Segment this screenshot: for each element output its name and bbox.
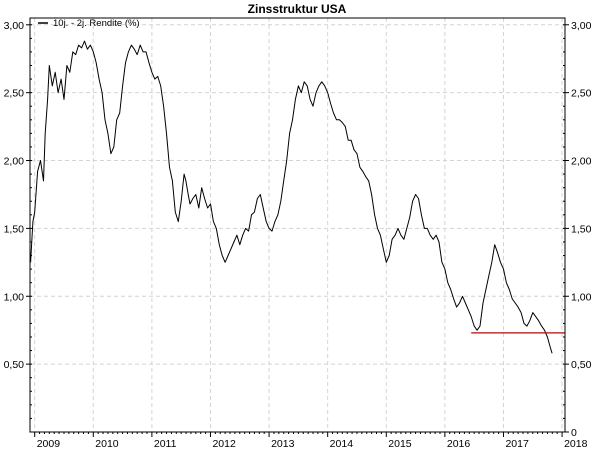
x-tick-label: 2010 [95, 438, 119, 450]
y-tick-label-right: 0 [571, 427, 577, 439]
x-tick-label: 2016 [447, 438, 471, 450]
x-tick-label: 2014 [330, 438, 354, 450]
y-tick-label-left: 0,50 [4, 359, 25, 371]
x-tick-label: 2011 [154, 438, 177, 450]
grid [30, 18, 565, 432]
y-tick-label-left: 1,50 [4, 223, 25, 235]
x-tick-label: 2015 [388, 438, 412, 450]
x-tick-label: 2017 [505, 438, 529, 450]
series-line-spread [30, 40, 553, 354]
legend-label: 10j. - 2j. Rendite (%) [53, 18, 140, 29]
x-tick-label: 2012 [212, 438, 236, 450]
tick-labels: 0,50 1,00 1,50 2,00 2,50 3,00 0 0,50 1,00 1,50 2,0… [4, 20, 592, 450]
x-tick-label: 2018 [564, 438, 588, 450]
y-tick-label-left: 1,00 [4, 291, 25, 303]
y-tick-label-right: 0,50 [571, 359, 592, 371]
y-tick-label-left: 2,00 [4, 156, 25, 168]
y-tick-label-right: 2,00 [571, 156, 592, 168]
plot-frame [29, 17, 566, 433]
series-layer [30, 40, 565, 354]
x-tick-label: 2009 [37, 438, 61, 450]
y-tick-label-left: 3,00 [4, 20, 25, 32]
chart-title: Zinsstruktur USA [248, 2, 347, 16]
y-tick-label-right: 1,50 [571, 223, 592, 235]
y-tick-label-right: 3,00 [571, 20, 592, 32]
y-tick-label-right: 2,50 [571, 88, 592, 100]
y-tick-label-left: 2,50 [4, 88, 25, 100]
x-tick-label: 2013 [271, 438, 295, 450]
y-tick-label-right: 1,00 [571, 291, 592, 303]
legend: 10j. - 2j. Rendite (%) [38, 18, 140, 29]
axes [26, 17, 569, 437]
